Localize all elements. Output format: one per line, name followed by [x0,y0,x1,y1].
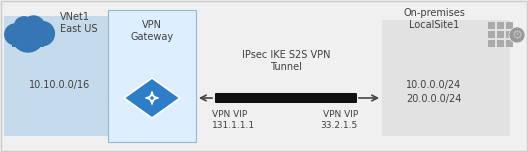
Circle shape [14,17,34,36]
FancyBboxPatch shape [488,31,495,38]
FancyBboxPatch shape [488,22,495,29]
Text: ⚙: ⚙ [512,29,523,41]
FancyBboxPatch shape [215,93,357,103]
FancyBboxPatch shape [497,22,504,29]
FancyBboxPatch shape [497,31,504,38]
FancyBboxPatch shape [108,10,196,142]
Text: 10.10.0.0/16: 10.10.0.0/16 [30,80,91,90]
Circle shape [31,22,54,46]
Text: VPN VIP
131.1.1.1: VPN VIP 131.1.1.1 [212,110,255,130]
Text: VNet1
East US: VNet1 East US [60,12,98,34]
Circle shape [12,20,44,52]
Polygon shape [124,78,180,118]
Circle shape [5,24,25,45]
Text: IPsec IKE S2S VPN
Tunnel: IPsec IKE S2S VPN Tunnel [242,50,330,72]
FancyBboxPatch shape [4,16,134,136]
FancyBboxPatch shape [497,40,504,47]
FancyBboxPatch shape [506,22,513,29]
Text: On-premises
LocalSite1: On-premises LocalSite1 [403,8,465,30]
Circle shape [509,27,525,43]
Circle shape [22,16,45,38]
FancyBboxPatch shape [506,40,513,47]
FancyBboxPatch shape [12,34,44,47]
FancyBboxPatch shape [488,40,495,47]
FancyBboxPatch shape [506,31,513,38]
Text: VPN VIP
33.2.1.5: VPN VIP 33.2.1.5 [320,110,358,130]
Text: VPN
Gateway: VPN Gateway [130,20,174,42]
Text: 10.0.0.0/24
20.0.0.0/24: 10.0.0.0/24 20.0.0.0/24 [407,80,461,104]
FancyBboxPatch shape [382,20,510,136]
